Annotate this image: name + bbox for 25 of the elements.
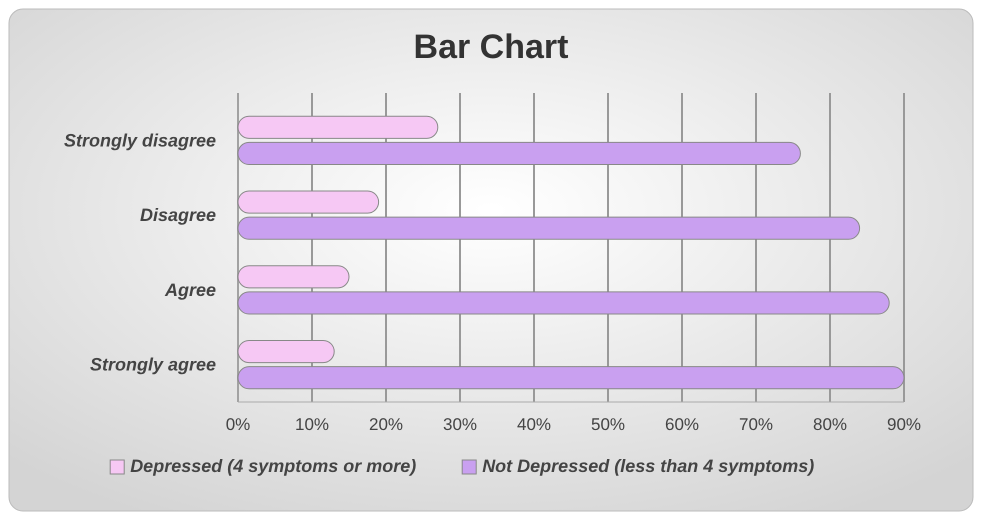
legend-label: Depressed (4 symptoms or more) bbox=[130, 456, 416, 476]
y-tick-label: Strongly disagree bbox=[64, 130, 216, 150]
x-tick-label: 20% bbox=[368, 415, 404, 434]
x-tick-label: 60% bbox=[664, 415, 700, 434]
bar bbox=[238, 265, 350, 288]
bar bbox=[238, 366, 904, 390]
bar bbox=[238, 116, 438, 139]
x-tick-label: 40% bbox=[516, 415, 552, 434]
x-tick-label: 50% bbox=[590, 415, 626, 434]
x-tick-label: 70% bbox=[738, 415, 774, 434]
x-tick-label: 90% bbox=[886, 415, 922, 434]
x-tick-label: 80% bbox=[812, 415, 848, 434]
bar bbox=[238, 142, 801, 166]
chart-title: Bar Chart bbox=[414, 28, 568, 66]
x-tick-label: 10% bbox=[294, 415, 330, 434]
y-tick-label: Agree bbox=[164, 280, 216, 300]
x-tick-label: 0% bbox=[226, 415, 250, 434]
legend-label: Not Depressed (less than 4 symptoms) bbox=[482, 456, 814, 476]
y-tick-label: Strongly agree bbox=[90, 354, 216, 375]
bar bbox=[238, 190, 380, 214]
y-tick-label: Disagree bbox=[140, 205, 216, 226]
bar bbox=[238, 216, 860, 240]
bar bbox=[238, 340, 335, 364]
bar bbox=[238, 291, 890, 315]
x-tick-label: 30% bbox=[442, 415, 478, 434]
